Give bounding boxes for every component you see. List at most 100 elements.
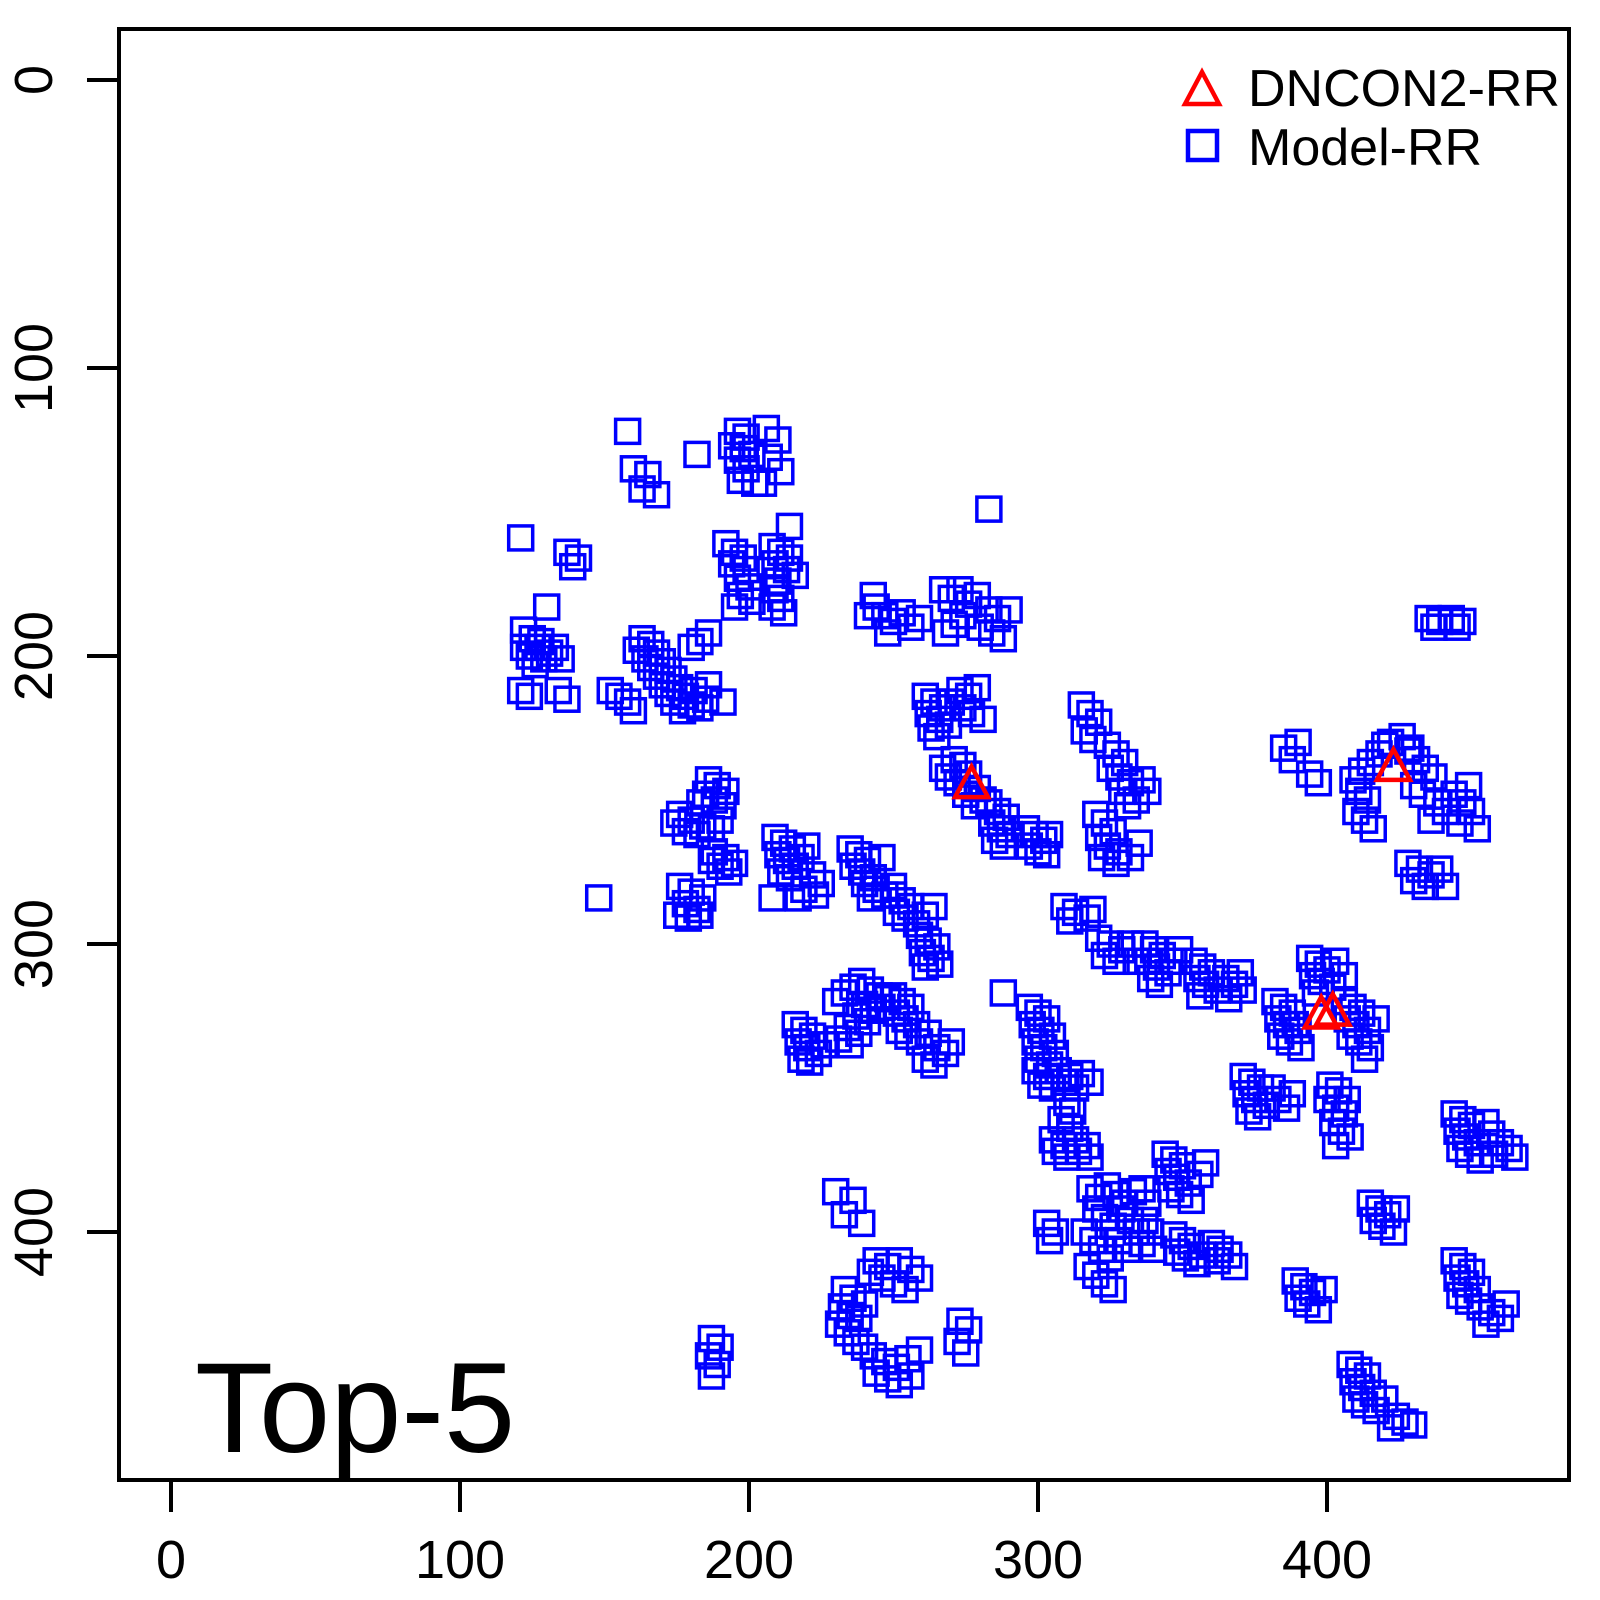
model-rr-square-marker xyxy=(850,1333,879,1361)
model-rr-square-marker xyxy=(1128,1175,1156,1203)
model-rr-square-marker xyxy=(1047,1105,1075,1134)
model-rr-square-marker xyxy=(969,705,997,734)
model-rr-square-marker xyxy=(723,417,752,446)
model-rr-square-marker xyxy=(677,633,705,662)
model-rr-square-marker xyxy=(891,1275,919,1304)
model-rr-square-marker xyxy=(954,760,983,788)
model-rr-square-marker xyxy=(1229,976,1257,1004)
model-rr-square-marker xyxy=(934,763,963,791)
model-rr-square-marker xyxy=(911,953,940,981)
model-rr-square-marker xyxy=(1134,1189,1162,1217)
model-rr-square-marker xyxy=(1272,1094,1301,1122)
model-rr-square-marker xyxy=(700,786,729,814)
model-rr-square-marker xyxy=(873,619,902,647)
model-rr-square-marker xyxy=(868,843,896,872)
model-rr-square-marker xyxy=(697,1362,726,1390)
model-rr-square-marker xyxy=(764,426,792,454)
model-rr-square-marker xyxy=(784,884,812,912)
model-rr-square-marker xyxy=(1472,1310,1500,1338)
model-rr-square-marker xyxy=(1076,699,1104,728)
model-rr-square-marker xyxy=(706,852,734,880)
model-rr-square-marker xyxy=(767,858,795,886)
model-rr-square-marker xyxy=(613,417,642,446)
model-rr-square-marker xyxy=(787,1045,815,1073)
model-rr-square-marker xyxy=(547,645,575,673)
model-rr-square-marker xyxy=(1035,820,1064,849)
plot-border xyxy=(117,27,1571,1482)
model-rr-square-marker xyxy=(905,604,934,633)
model-rr-square-marker xyxy=(989,832,1018,860)
model-rr-square-marker xyxy=(767,457,795,486)
x-axis: 0 100 200 300 400 xyxy=(156,1480,1372,1590)
model-rr-square-marker xyxy=(683,440,711,469)
model-rr-square-marker xyxy=(1417,806,1445,834)
model-rr-square-marker xyxy=(1399,1411,1428,1439)
model-rr-square-marker xyxy=(1113,792,1142,820)
model-rr-square-marker xyxy=(888,599,916,627)
model-rr-square-marker xyxy=(1070,717,1098,745)
model-rr-square-marker xyxy=(793,832,821,860)
model-rr-square-marker xyxy=(694,671,723,699)
model-rr-square-marker xyxy=(1330,961,1359,990)
model-rr-square-marker xyxy=(905,1028,934,1056)
model-rr-square-marker xyxy=(1466,1146,1494,1174)
model-rr-square-marker xyxy=(1399,771,1428,800)
y-tick-label: 400 xyxy=(4,1187,64,1277)
model-rr-square-marker xyxy=(622,636,651,664)
model-rr-square-marker xyxy=(1472,1108,1500,1137)
model-rr-square-marker xyxy=(1226,959,1255,987)
legend-label-model-rr: Model-RR xyxy=(1248,119,1482,177)
model-rr-square-marker xyxy=(1345,777,1373,806)
model-rr-square-marker xyxy=(1342,797,1370,826)
model-rr-square-marker xyxy=(1408,780,1437,808)
model-rr-square-marker xyxy=(850,1290,879,1318)
model-rr-square-marker xyxy=(1295,760,1324,788)
dncon2-rr-triangle-marker xyxy=(1300,992,1342,1030)
model-rr-square-marker xyxy=(1411,872,1440,901)
model-rr-square-marker xyxy=(697,1324,726,1353)
model-rr-square-marker xyxy=(769,599,798,627)
model-rr-square-marker xyxy=(732,555,760,584)
model-rr-square-marker xyxy=(897,1255,925,1284)
model-rr-square-marker xyxy=(1145,970,1174,999)
x-tick-label: 0 xyxy=(156,1530,186,1590)
model-rr-square-marker xyxy=(931,619,960,647)
model-rr-square-marker xyxy=(1070,1218,1098,1246)
legend-label-dncon2-rr: DNCON2-RR xyxy=(1248,60,1560,118)
model-rr-square-marker xyxy=(723,446,752,474)
model-rr-square-marker xyxy=(862,875,890,904)
model-rr-square-marker xyxy=(680,676,708,705)
model-rr-square-marker xyxy=(1402,745,1431,774)
model-rr-square-marker xyxy=(975,495,1003,523)
model-rr-square-marker xyxy=(767,584,795,613)
model-rr-square-marker xyxy=(928,576,957,604)
model-rr-square-marker xyxy=(1099,817,1127,846)
model-rr-square-marker xyxy=(925,950,954,978)
model-rr-square-marker xyxy=(1084,823,1113,852)
model-rr-square-marker xyxy=(712,529,740,558)
model-rr-square-marker xyxy=(949,601,977,630)
model-rr-square-marker xyxy=(706,806,734,834)
x-tick-label: 300 xyxy=(993,1530,1083,1590)
model-rr-square-marker xyxy=(821,1177,850,1206)
model-rr-square-marker xyxy=(758,884,786,912)
dncon2-rr-triangle-marker xyxy=(951,761,992,800)
model-rr-square-marker xyxy=(1220,1252,1249,1281)
model-rr-square-marker xyxy=(619,696,648,725)
model-rr-square-marker xyxy=(584,884,613,912)
model-rr-square-marker xyxy=(1032,840,1061,869)
model-rr-square-marker xyxy=(847,1209,876,1238)
model-rr-square-marker xyxy=(1082,1261,1110,1289)
model-rr-square-marker xyxy=(677,691,705,719)
legend: DNCON2-RR Model-RR xyxy=(1181,60,1560,177)
model-rr-square-marker xyxy=(1454,771,1483,800)
model-rr-square-marker xyxy=(553,685,581,713)
model-rr-square-marker xyxy=(836,1031,864,1059)
model-rr-square-marker xyxy=(1359,815,1387,843)
model-rr-square-marker xyxy=(660,809,688,837)
model-rr-square-marker xyxy=(1087,1235,1116,1264)
x-tick-label: 400 xyxy=(1282,1530,1372,1590)
model-rr-square-marker xyxy=(532,593,561,621)
model-rr-square-marker xyxy=(905,1336,934,1364)
model-rr-square-marker xyxy=(709,688,737,716)
